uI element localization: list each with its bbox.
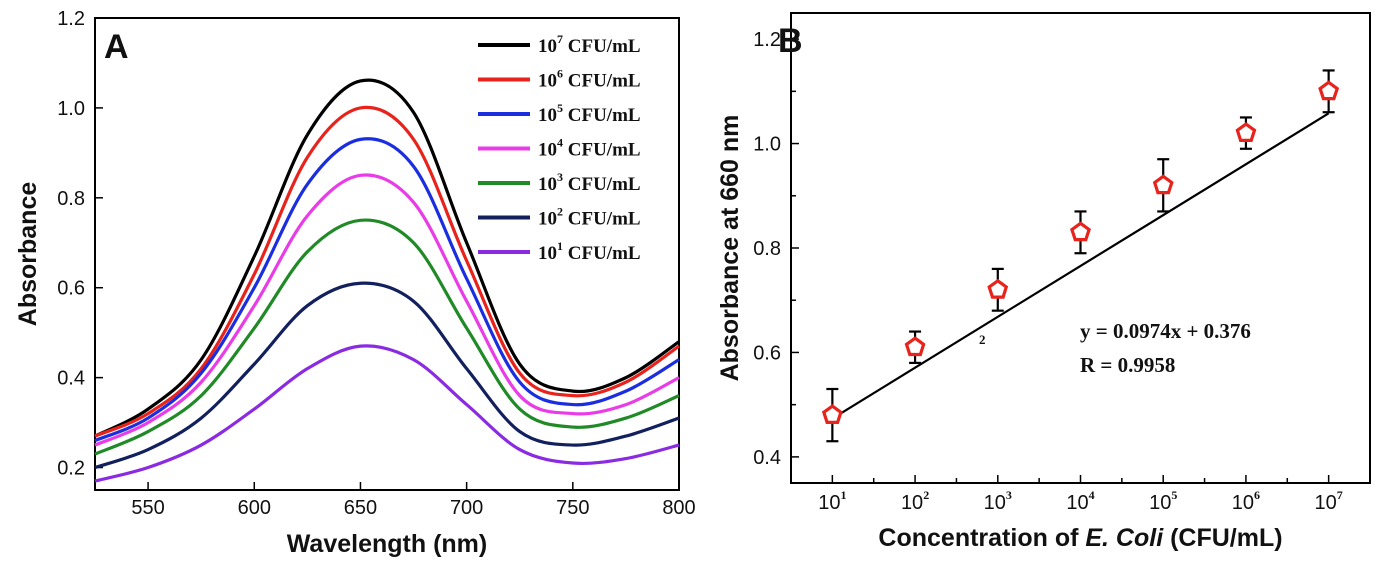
x-tick-label: 102	[901, 488, 929, 514]
x-tick-base: 10	[984, 492, 1006, 514]
y-tick-label: 0.6	[753, 342, 781, 364]
legend-unit: CFU/mL	[563, 140, 641, 161]
x-tick-label: 101	[818, 488, 846, 514]
x-axis-title-prefix: Concentration of	[878, 524, 1085, 552]
r-value: = 0.9958	[1095, 353, 1175, 377]
x-tick-base: 10	[1066, 492, 1088, 514]
series-line-7	[94, 78, 680, 438]
y-axis-title: Absorbance at 660 nm	[716, 115, 744, 382]
legend-unit: CFU/mL	[563, 71, 641, 92]
x-tick-exp: 5	[1171, 488, 1177, 502]
x-tick-label: 650	[344, 497, 377, 519]
legend-exp: 2	[557, 205, 563, 219]
y-tick-label: 0.8	[57, 188, 85, 210]
legend-exp: 4	[557, 136, 563, 150]
legend-exp: 3	[557, 170, 563, 184]
x-tick-label: 750	[556, 497, 589, 519]
legend-label-2: 102 CFU/mL	[538, 205, 641, 230]
legend-unit: CFU/mL	[563, 105, 641, 126]
series-line-3	[94, 218, 680, 456]
x-tick-base: 10	[1232, 492, 1254, 514]
legend-base: 10	[538, 71, 557, 92]
y-tick-label: 1.2	[57, 8, 85, 30]
series-line-6	[94, 105, 680, 438]
data-point	[821, 404, 843, 424]
series-line-4	[94, 173, 680, 447]
x-axis-title: Concentration of E. Coli (CFU/mL)	[878, 524, 1282, 552]
y-axis-title: Absorbance	[14, 182, 42, 327]
r-squared: R = 0.9958	[1080, 353, 1175, 377]
x-tick-label: 107	[1315, 488, 1343, 514]
data-point	[987, 278, 1009, 299]
legend-unit: CFU/mL	[563, 36, 641, 57]
y-tick-label: 0.6	[57, 278, 85, 300]
legend-exp: 5	[557, 101, 563, 115]
legend-exp: 7	[557, 32, 563, 46]
panel-a-label: A	[104, 28, 129, 66]
fit-equation: y = 0.0974x + 0.376	[1080, 319, 1251, 343]
data-point	[1152, 174, 1174, 195]
fit-line	[831, 112, 1330, 420]
data-point	[904, 336, 926, 357]
x-tick-label: 550	[131, 497, 164, 519]
legend-base: 10	[538, 243, 557, 264]
x-tick-label: 700	[450, 497, 483, 519]
x-tick-label: 105	[1149, 488, 1177, 514]
x-tick-exp: 3	[1006, 488, 1012, 502]
x-tick-label: 103	[984, 488, 1012, 514]
x-tick-label: 104	[1066, 488, 1094, 514]
x-tick-exp: 6	[1254, 488, 1260, 502]
legend-base: 10	[538, 209, 557, 230]
panel-b-chart: 101 102 103 104 105 106 1070.40.60.81.01.2Conc…	[716, 12, 1371, 552]
legend-unit: CFU/mL	[563, 243, 641, 264]
legend-label-1: 101 CFU/mL	[538, 239, 641, 264]
x-tick-base: 10	[818, 492, 840, 514]
panel-a-chart: 550 600 650 700 750 800 0.2 0.4 0.6 0.8 1.0 1.2 Wave…	[14, 8, 696, 558]
x-tick-base: 10	[1315, 492, 1337, 514]
legend-label-4: 104 CFU/mL	[538, 136, 641, 161]
x-tick-base: 10	[901, 492, 923, 514]
legend-label-6: 106 CFU/mL	[538, 67, 641, 92]
x-tick-exp: 2	[923, 488, 929, 502]
series-line-5	[94, 137, 680, 443]
data-point	[1318, 80, 1340, 101]
y-tick-label: 0.2	[57, 458, 85, 480]
x-tick-label: 106	[1232, 488, 1260, 514]
legend-base: 10	[538, 36, 557, 57]
r-label: R	[1080, 353, 1096, 377]
x-tick-label: 800	[662, 497, 695, 519]
y-tick-label: 0.8	[753, 238, 781, 260]
plot-frame	[94, 17, 680, 491]
y-tick-label: 1.0	[57, 98, 85, 120]
x-tick-exp: 4	[1089, 488, 1095, 502]
data-point	[1070, 221, 1091, 242]
series-line-2	[94, 281, 680, 470]
x-tick-base: 10	[1149, 492, 1171, 514]
legend-exp: 6	[557, 67, 563, 81]
y-tick-label: 1.0	[753, 134, 781, 156]
legend-base: 10	[538, 140, 557, 161]
y-tick-label: 0.4	[57, 368, 85, 390]
legend-label-5: 105 CFU/mL	[538, 101, 641, 126]
x-axis-title-suffix: (CFU/mL)	[1163, 524, 1282, 552]
legend-unit: CFU/mL	[563, 209, 641, 230]
x-tick-exp: 7	[1337, 488, 1343, 502]
legend-unit: CFU/mL	[563, 174, 641, 195]
panel-b-label: B	[778, 22, 803, 60]
series-line-1	[94, 344, 680, 483]
data-point	[1235, 122, 1257, 142]
legend-label-7: 107 CFU/mL	[538, 32, 641, 57]
y-tick-label: 0.4	[753, 447, 781, 469]
legend-exp: 1	[557, 239, 563, 253]
x-axis-title: Wavelength (nm)	[287, 530, 487, 558]
y-tick-label: 1.2	[753, 29, 781, 51]
legend-base: 10	[538, 105, 557, 126]
r-superscript: 2	[979, 332, 986, 347]
legend-label-3: 103 CFU/mL	[538, 170, 641, 195]
x-axis-title-italic: E. Coli	[1085, 524, 1164, 552]
x-tick-exp: 1	[840, 488, 846, 502]
x-tick-label: 600	[238, 497, 271, 519]
legend-base: 10	[538, 174, 557, 195]
